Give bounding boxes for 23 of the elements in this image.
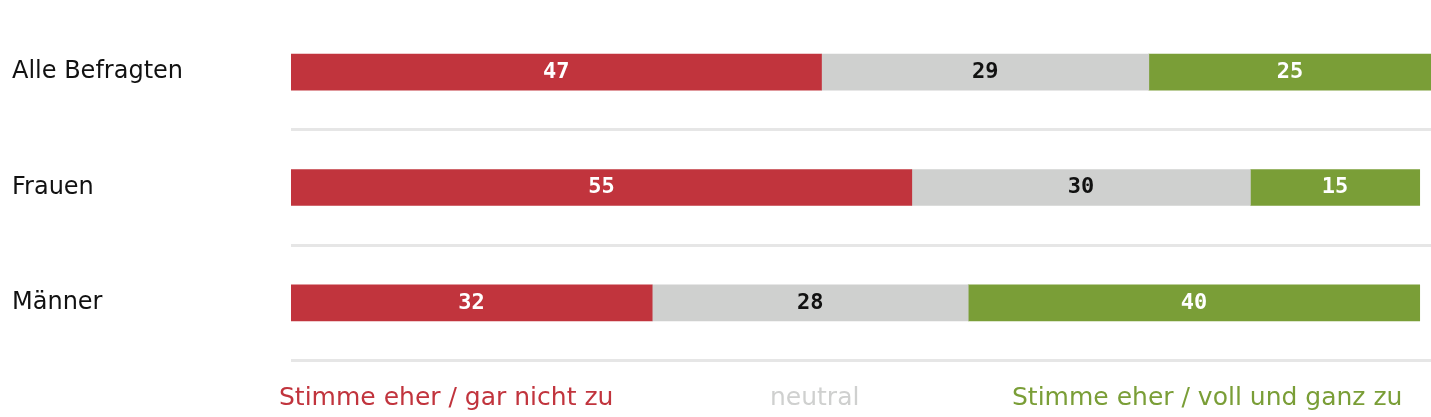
bar bbox=[911, 169, 1251, 206]
data-label: 32 bbox=[458, 288, 485, 314]
bar bbox=[1250, 169, 1421, 206]
data-label: 47 bbox=[543, 57, 570, 83]
bar bbox=[291, 53, 822, 91]
data-label: 30 bbox=[1067, 173, 1095, 199]
y-tick-label: Männer bbox=[12, 287, 103, 316]
bar bbox=[291, 284, 653, 322]
bar bbox=[821, 53, 1150, 91]
y-tick-label: Alle Befragten bbox=[12, 56, 184, 85]
text: Stimme eher / gar nicht zu bbox=[279, 382, 614, 411]
data-label: 28 bbox=[796, 288, 824, 314]
text: Stimme eher / voll und ganz zu bbox=[1012, 382, 1403, 411]
data-label: 55 bbox=[588, 173, 615, 199]
data-label: 29 bbox=[971, 57, 999, 83]
bar bbox=[1148, 53, 1431, 91]
y-tick-label: Frauen bbox=[12, 171, 94, 200]
data-label: 40 bbox=[1180, 288, 1208, 314]
bar bbox=[291, 169, 913, 206]
bar bbox=[967, 284, 1421, 322]
data-label: 25 bbox=[1276, 57, 1304, 83]
bar bbox=[651, 284, 969, 322]
data-label: 15 bbox=[1321, 173, 1349, 199]
